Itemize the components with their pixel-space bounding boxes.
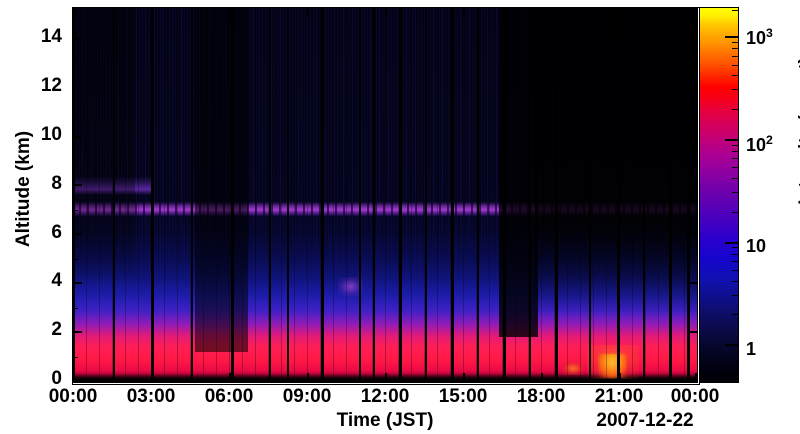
y-tick-label-0: 0 bbox=[51, 368, 62, 389]
y-tick-major-10 bbox=[73, 135, 82, 138]
x-tick-top-3 bbox=[151, 8, 153, 17]
x-axis-date-label: 2007-12-22 bbox=[596, 410, 694, 431]
y-tick-right-6 bbox=[688, 233, 697, 236]
x-tick-21 bbox=[619, 373, 621, 382]
y-tick-major-12 bbox=[73, 86, 82, 89]
x-tick-3 bbox=[151, 373, 153, 382]
cb-tick-label-1: 1 bbox=[746, 339, 757, 359]
x-tick-top-21 bbox=[619, 8, 621, 17]
y-tick-label-10: 10 bbox=[40, 124, 62, 145]
x-tick-label-1200: 12:00 bbox=[360, 386, 410, 407]
x-tick-6 bbox=[229, 373, 231, 382]
x-tick-top-24 bbox=[695, 8, 697, 17]
y-tick-label-4: 4 bbox=[51, 270, 62, 291]
y-tick-label-8: 8 bbox=[51, 173, 62, 194]
cb-tick-label-100: 102 bbox=[746, 133, 773, 155]
y-tick-label-12: 12 bbox=[40, 75, 62, 96]
x-tick-label-2100: 21:00 bbox=[594, 386, 644, 407]
x-tick-15 bbox=[463, 373, 465, 382]
y-tick-right-4 bbox=[688, 282, 697, 285]
x-tick-18 bbox=[541, 373, 543, 382]
x-tick-9 bbox=[307, 373, 309, 382]
x-tick-minor-7 bbox=[580, 377, 581, 382]
layer-column-striping bbox=[73, 8, 697, 382]
x-tick-minor-8 bbox=[658, 377, 659, 382]
y-tick-minor-13 bbox=[73, 63, 78, 65]
y-tick-right-10 bbox=[688, 135, 697, 138]
y-tick-label-6: 6 bbox=[51, 222, 62, 243]
y-tick-major-8 bbox=[73, 184, 82, 187]
x-tick-top-12 bbox=[385, 8, 387, 17]
y-tick-label-2: 2 bbox=[51, 319, 62, 340]
x-tick-24 bbox=[695, 373, 697, 382]
y-tick-major-2 bbox=[73, 331, 82, 334]
x-tick-minor-1 bbox=[112, 377, 113, 382]
y-tick-right-0 bbox=[688, 380, 697, 382]
x-tick-minor-2 bbox=[190, 377, 191, 382]
x-tick-label-0300: 03:00 bbox=[126, 386, 176, 407]
colorbar-title: Intensity (count) bbox=[796, 57, 800, 205]
x-tick-top-6 bbox=[229, 8, 231, 17]
x-tick-minor-6 bbox=[502, 377, 503, 382]
y-tick-minor-15 bbox=[73, 14, 78, 16]
cb-tick-label-10: 10 bbox=[746, 236, 767, 256]
y-tick-minor-1 bbox=[73, 356, 78, 358]
x-tick-top-9 bbox=[307, 8, 309, 17]
x-tick-top-18 bbox=[541, 8, 543, 17]
heatmap-plot-area[interactable] bbox=[73, 8, 697, 382]
x-tick-top-0 bbox=[73, 8, 75, 17]
y-tick-major-4 bbox=[73, 282, 82, 285]
y-tick-minor-5 bbox=[73, 258, 78, 260]
colorbar-gradient[interactable] bbox=[700, 8, 738, 382]
x-tick-minor-4 bbox=[346, 377, 347, 382]
x-tick-label-0900: 09:00 bbox=[282, 386, 332, 407]
y-tick-major-0 bbox=[73, 380, 82, 382]
x-tick-label-1500: 15:00 bbox=[438, 386, 488, 407]
x-tick-minor-5 bbox=[424, 377, 425, 382]
y-tick-right-8 bbox=[688, 184, 697, 187]
cb-tick-label-1000: 103 bbox=[746, 26, 773, 48]
y-tick-minor-9 bbox=[73, 161, 78, 162]
x-tick-label-0000b: 00:00 bbox=[670, 386, 720, 407]
y-tick-major-14 bbox=[73, 37, 82, 40]
y-tick-minor-3 bbox=[73, 307, 78, 309]
x-tick-top-15 bbox=[463, 8, 465, 17]
layer-data-gap-stripes bbox=[73, 8, 697, 382]
x-tick-label-0000a: 00:00 bbox=[48, 386, 98, 407]
x-tick-label-0600: 06:00 bbox=[204, 386, 254, 407]
x-tick-0 bbox=[73, 373, 75, 382]
x-tick-label-1800: 18:00 bbox=[516, 386, 566, 407]
y-tick-right-14 bbox=[688, 37, 697, 40]
y-tick-minor-7 bbox=[73, 209, 78, 211]
y-tick-right-2 bbox=[688, 331, 697, 334]
x-tick-12 bbox=[385, 373, 387, 382]
y-tick-label-14: 14 bbox=[40, 26, 62, 47]
y-tick-right-12 bbox=[688, 86, 697, 89]
y-tick-major-6 bbox=[73, 233, 82, 236]
y-tick-minor-11 bbox=[73, 112, 78, 114]
x-tick-minor-3 bbox=[268, 377, 269, 382]
x-axis-title: Time (JST) bbox=[336, 410, 434, 431]
